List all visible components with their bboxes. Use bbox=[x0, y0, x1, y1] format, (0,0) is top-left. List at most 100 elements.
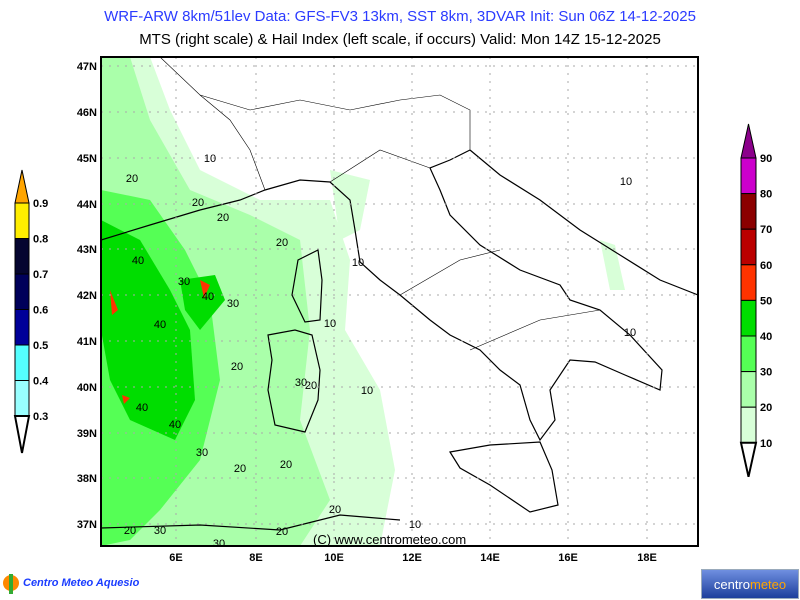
contour-label: 30 bbox=[227, 298, 239, 310]
mts-colorbar: 90 80 70 60 50 40 30 20 10 bbox=[739, 123, 772, 478]
contour-labels: 1020202020403040304020101030201040402030… bbox=[124, 153, 636, 550]
colorbar-segment bbox=[740, 228, 757, 266]
lat-label: 42N bbox=[77, 290, 97, 302]
contour-label: 20 bbox=[124, 525, 136, 537]
lat-label: 45N bbox=[77, 153, 97, 165]
copyright-text: (C) www.centrometeo.com bbox=[313, 532, 466, 547]
colorbar-label: 90 bbox=[760, 153, 772, 165]
contour-label: 40 bbox=[136, 402, 148, 414]
colorbar-arrow-top bbox=[14, 169, 30, 204]
lon-label: 6E bbox=[169, 552, 182, 564]
colorbar-arrow-top bbox=[740, 123, 757, 159]
colorbar-segment bbox=[14, 273, 30, 310]
logo-emblem-icon bbox=[3, 574, 19, 594]
colorbar-segment bbox=[740, 299, 757, 337]
colorbar-label: 10 bbox=[760, 438, 772, 450]
colorbar-segment bbox=[14, 238, 30, 275]
contour-label: 30 bbox=[178, 276, 190, 288]
lat-label: 44N bbox=[77, 199, 97, 211]
colorbar-segment bbox=[14, 309, 30, 346]
contour-label: 10 bbox=[324, 318, 336, 330]
contour-label: 30 bbox=[213, 538, 225, 550]
colorbar-label: 0.3 bbox=[33, 411, 48, 423]
colorbar-label: 20 bbox=[760, 402, 772, 414]
contour-label: 20 bbox=[276, 526, 288, 538]
contour-label: 20 bbox=[280, 459, 292, 471]
contour-label: 20 bbox=[234, 463, 246, 475]
colorbar-segment bbox=[740, 193, 757, 230]
colorbar-segment bbox=[14, 380, 30, 417]
contour-label: 40 bbox=[154, 319, 166, 331]
contour-label: 20 bbox=[217, 212, 229, 224]
logo-right-text-b: meteo bbox=[750, 576, 787, 592]
colorbar-label: 0.9 bbox=[33, 198, 48, 210]
lon-label: 18E bbox=[637, 552, 657, 564]
gridlines bbox=[101, 57, 698, 546]
contour-label: 20 bbox=[231, 361, 243, 373]
colorbar-label: 0.5 bbox=[33, 340, 48, 352]
colorbar-segment bbox=[740, 157, 757, 195]
lat-label: 39N bbox=[77, 428, 97, 440]
lat-label: 38N bbox=[77, 473, 97, 485]
colorbar-label: 40 bbox=[760, 331, 772, 343]
colorbar-label: 0.4 bbox=[33, 376, 49, 388]
colorbar-arrow-bottom bbox=[739, 441, 758, 478]
logo-left-text: Centro Meteo Aquesio bbox=[23, 577, 140, 589]
lon-label: 10E bbox=[324, 552, 344, 564]
contour-label: 30 bbox=[196, 447, 208, 459]
colorbar-label: 0.7 bbox=[33, 269, 48, 281]
colorbar-segment bbox=[740, 371, 757, 408]
centrometeo-logo[interactable]: centro meteo bbox=[701, 569, 799, 599]
colorbar-label: 60 bbox=[760, 260, 772, 272]
mts-field bbox=[101, 57, 698, 546]
lat-label: 47N bbox=[77, 61, 97, 73]
contour-label: 10 bbox=[620, 176, 632, 188]
lat-label: 46N bbox=[77, 107, 97, 119]
colorbar-segment bbox=[740, 335, 757, 373]
contour-label: 30 bbox=[154, 525, 166, 537]
longitude-labels: 6E 8E 10E 12E 14E 16E 18E bbox=[169, 552, 657, 564]
colorbar-label: 50 bbox=[760, 295, 772, 307]
lon-label: 8E bbox=[249, 552, 262, 564]
contour-label: 10 bbox=[361, 385, 373, 397]
contour-label: 40 bbox=[132, 255, 144, 267]
lat-label: 41N bbox=[77, 336, 97, 348]
contour-label: 10 bbox=[204, 153, 216, 165]
lat-label: 37N bbox=[77, 519, 97, 531]
colorbar-label: 70 bbox=[760, 224, 772, 236]
colorbar-arrow-bottom bbox=[13, 415, 31, 454]
contour-label: 20 bbox=[126, 173, 138, 185]
colorbar-segment bbox=[740, 264, 757, 301]
colorbar-segment bbox=[14, 344, 30, 381]
lat-label: 40N bbox=[77, 382, 97, 394]
colorbar-label: 30 bbox=[760, 367, 772, 379]
contour-label: 20 bbox=[192, 197, 204, 209]
colorbar-label: 0.6 bbox=[33, 305, 48, 317]
colorbar-label: 0.8 bbox=[33, 234, 48, 246]
lon-label: 16E bbox=[558, 552, 578, 564]
contour-label: 10 bbox=[352, 257, 364, 269]
contour-label: 30 bbox=[295, 377, 307, 389]
title-valid-info: MTS (right scale) & Hail Index (left sca… bbox=[139, 31, 661, 48]
latitude-labels: 47N 46N 45N 44N 43N 42N 41N 40N 39N 38N 37N bbox=[77, 61, 97, 531]
borders bbox=[159, 57, 601, 351]
contour-label: 20 bbox=[276, 237, 288, 249]
hail-index-colorbar: 0.9 0.8 0.7 0.6 0.5 0.4 0.3 bbox=[13, 169, 49, 454]
contour-label: 20 bbox=[329, 504, 341, 516]
contour-label: 40 bbox=[202, 291, 214, 303]
colorbar-segment bbox=[14, 202, 30, 239]
logo-right-text-a: centro bbox=[713, 576, 750, 592]
contour-label: 10 bbox=[624, 327, 636, 339]
lat-label: 43N bbox=[77, 244, 97, 256]
centro-meteo-aquesio-logo[interactable]: Centro Meteo Aquesio bbox=[2, 568, 139, 598]
colorbar-segment bbox=[740, 406, 757, 444]
contour-label: 40 bbox=[169, 419, 181, 431]
lon-label: 12E bbox=[402, 552, 422, 564]
title-model-info: WRF-ARW 8km/51lev Data: GFS-FV3 13km, SS… bbox=[104, 8, 696, 25]
colorbar-label: 80 bbox=[760, 189, 772, 201]
contour-label: 10 bbox=[409, 519, 421, 531]
map-frame bbox=[100, 56, 699, 547]
lon-label: 14E bbox=[480, 552, 500, 564]
contour-label: 20 bbox=[305, 380, 317, 392]
